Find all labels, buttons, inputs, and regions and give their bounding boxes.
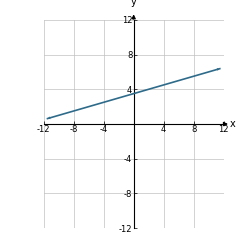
Text: y: y	[131, 0, 137, 7]
Text: x: x	[230, 119, 235, 129]
